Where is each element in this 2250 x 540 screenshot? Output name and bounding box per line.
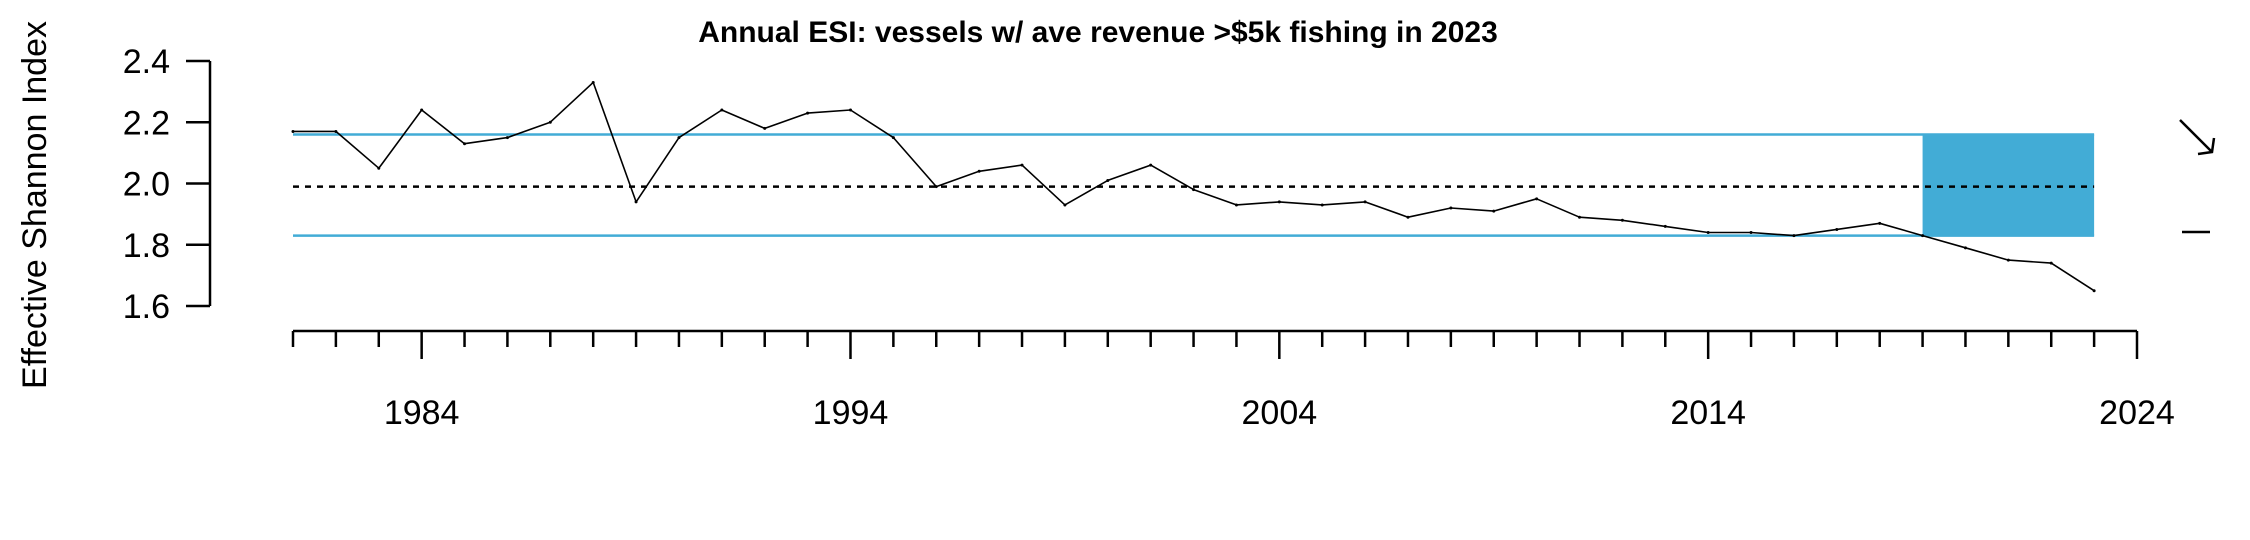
data-point xyxy=(1234,203,1238,207)
chart-title: Annual ESI: vessels w/ ave revenue >$5k … xyxy=(698,16,1498,49)
y-tick-label: 2.4 xyxy=(123,43,170,81)
data-point xyxy=(1277,200,1281,204)
down-arrow-icon xyxy=(2179,119,2216,156)
data-point xyxy=(1620,218,1624,222)
x-tick-label: 2004 xyxy=(1242,394,1318,432)
data-point xyxy=(505,136,509,140)
data-point xyxy=(548,120,552,124)
data-point xyxy=(806,111,810,115)
data-point xyxy=(1449,206,1453,210)
y-axis-title: Effective Shannon Index xyxy=(16,21,54,389)
arrow-head xyxy=(2197,137,2216,156)
data-point xyxy=(377,166,381,170)
data-point xyxy=(420,108,424,112)
data-point xyxy=(591,80,595,84)
data-point xyxy=(1663,224,1667,228)
data-point xyxy=(1363,200,1367,204)
data-point xyxy=(334,129,338,133)
reference-lines xyxy=(293,133,2095,237)
data-point xyxy=(934,185,938,189)
data-point xyxy=(977,169,981,173)
data-point xyxy=(1106,178,1110,182)
y-tick-label: 2.2 xyxy=(123,104,170,142)
arrow-shaft xyxy=(2179,119,2213,153)
data-point xyxy=(1749,231,1753,234)
highlight-box xyxy=(1922,134,2095,236)
x-tick-label: 1994 xyxy=(813,394,889,432)
data-point xyxy=(1320,203,1324,207)
data-point xyxy=(1963,246,1967,250)
x-tick-label: 1984 xyxy=(384,394,460,432)
y-tick-label: 2.0 xyxy=(123,166,170,204)
data-point xyxy=(634,200,638,204)
data-point xyxy=(677,136,681,140)
data-point xyxy=(891,136,895,140)
data-point xyxy=(1063,203,1067,207)
data-point xyxy=(2092,289,2096,293)
data-point xyxy=(2049,261,2053,265)
series-layer xyxy=(291,80,2096,293)
x-tick-label: 2024 xyxy=(2099,394,2175,432)
data-point xyxy=(1835,227,1839,231)
data-point xyxy=(720,108,724,112)
data-point xyxy=(291,129,295,133)
x-tick-label: 2014 xyxy=(1670,394,1746,432)
data-point xyxy=(1535,197,1539,201)
data-point xyxy=(463,142,467,146)
y-tick-label: 1.8 xyxy=(123,227,170,265)
indicators xyxy=(2179,119,2216,234)
data-point xyxy=(1020,163,1024,167)
data-point xyxy=(1706,231,1710,234)
data-point xyxy=(1878,221,1882,225)
y-tick-label: 1.6 xyxy=(123,288,170,326)
data-point xyxy=(1921,234,1925,238)
data-point xyxy=(1492,209,1496,213)
data-point xyxy=(763,126,767,130)
data-point xyxy=(1578,215,1582,219)
data-point xyxy=(1192,188,1196,192)
data-point xyxy=(1149,163,1153,167)
data-point xyxy=(1792,234,1796,238)
highlight-layer xyxy=(1922,134,2095,236)
data-point xyxy=(1406,215,1410,219)
data-point xyxy=(848,108,852,112)
x-axis: 1984 1994 2004 2014 2024 xyxy=(291,329,2175,432)
y-axis: 1.6 1.8 2.0 2.2 2.4 xyxy=(123,43,212,326)
data-point xyxy=(2006,258,2010,262)
